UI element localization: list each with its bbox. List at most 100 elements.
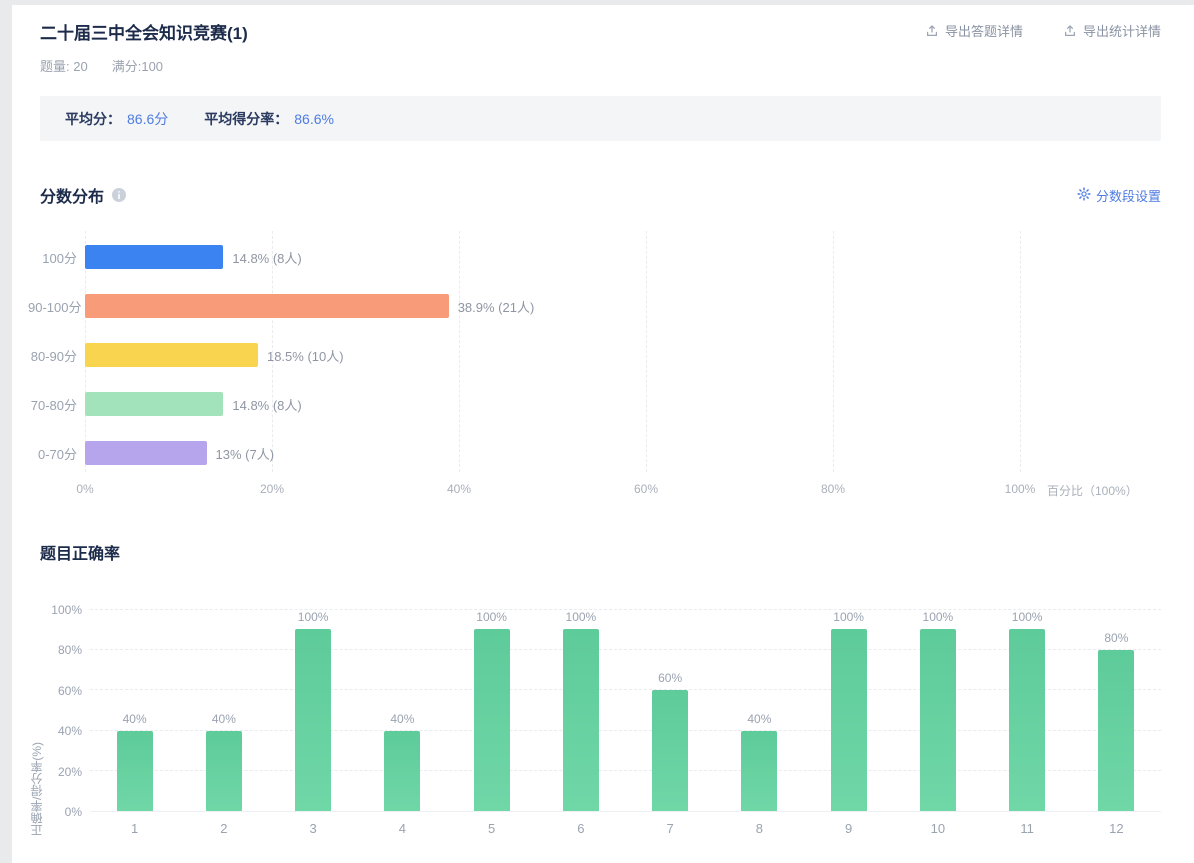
question-bar-value: 40% (211, 711, 236, 726)
export-stats-details-button[interactable]: 导出统计详情 (1063, 21, 1161, 40)
score-chart-body: 100分 14.8% (8人) 90-100分 38.9% (21人) 80-90分 18… (28, 231, 1161, 472)
score-bar-value: 14.8% (8人) (232, 250, 302, 266)
question-number-label: 12 (1109, 821, 1124, 836)
question-bar-slot: 100% (983, 610, 1072, 811)
question-bar-slot: 100% (536, 610, 625, 811)
grid-line (646, 231, 647, 472)
score-range-label: 80-90分 (30, 348, 77, 364)
score-range-row: 100分 14.8% (8人) (28, 245, 1161, 269)
header: 二十届三中全会知识竞赛(1) 导出答题详情 导出统计详情 (12, 5, 1194, 44)
grid-line (459, 231, 460, 472)
score-bar (85, 245, 224, 269)
question-bar (473, 629, 510, 811)
question-bar-value: 100% (297, 610, 329, 624)
question-bar-slot: 40% (90, 610, 179, 811)
question-bar-value: 40% (747, 711, 772, 726)
question-bar-slot: 40% (715, 610, 804, 811)
grid-line (90, 769, 1161, 771)
x-tick-label: 80% (820, 482, 846, 496)
question-number-label: 6 (577, 821, 585, 836)
question-bar (384, 730, 421, 811)
question-bar (741, 730, 778, 811)
score-range-row: 80-90分 18.5% (10人) (28, 343, 1161, 367)
question-bar-value: 100% (833, 610, 864, 624)
score-bar-track: 18.5% (10人) (85, 343, 1020, 367)
grid-line (90, 729, 1161, 731)
question-bar (562, 629, 599, 811)
question-bar (919, 629, 956, 811)
export-stats-details-label: 导出统计详情 (1082, 24, 1161, 39)
score-range-row: 90-100分 38.9% (21人) (28, 294, 1161, 318)
accuracy-chart-main: 40% 40% 100% 40% 100% 100% 60% 40% 100% 100% 100% 8… (90, 588, 1161, 836)
question-bar-value: 100% (565, 610, 597, 624)
question-bar-slot: 40% (358, 610, 447, 811)
question-number-label: 5 (488, 821, 496, 836)
score-distribution-title: 分数分布 (40, 183, 127, 207)
y-tick-label: 60% (57, 683, 82, 698)
score-bar-track: 14.8% (8人) (85, 245, 1020, 269)
question-bar-value: 40% (122, 711, 147, 726)
question-number-label: 4 (398, 821, 406, 836)
export-answer-details-label: 导出答题详情 (944, 24, 1023, 39)
score-bar-track: 13% (7人) (85, 441, 1020, 465)
grid-line (1020, 231, 1021, 472)
question-bar-slot: 100% (447, 610, 536, 811)
score-distribution-header: 分数分布 (40, 183, 1161, 207)
summary-strip: 平均分： 86.6分 平均得分率： 86.6% (40, 96, 1161, 141)
x-tick-label: 60% (633, 482, 659, 496)
y-tick-label: 100% (51, 603, 82, 617)
score-bar-track: 38.9% (21人) (85, 294, 1020, 318)
report-card: 二十届三中全会知识竞赛(1) 导出答题详情 导出统计详情 (12, 5, 1194, 863)
question-number-label: 2 (220, 821, 228, 836)
gear-icon (1077, 186, 1091, 204)
x-axis-title: 百分比（100%） (1047, 484, 1138, 498)
score-range-settings-label: 分数段设置 (1095, 188, 1161, 204)
score-range-label: 100分 (42, 250, 77, 266)
accuracy-yaxis-title-col: 正确率/得分率(%) (28, 588, 44, 836)
y-tick-label: 80% (57, 643, 82, 658)
y-axis-title: 正确率/得分率(%) (30, 742, 44, 836)
accuracy-chart-plot: 40% 40% 100% 40% 100% 100% 60% 40% 100% 100% 100% 8… (90, 609, 1161, 812)
score-bar-value: 14.8% (8人) (232, 397, 302, 413)
question-bar-value: 40% (390, 711, 415, 726)
question-bar-slot: 80% (1072, 610, 1161, 811)
y-tick-label: 20% (57, 764, 82, 779)
question-bar-value: 80% (1104, 631, 1129, 646)
score-range-label: 0-70分 (37, 446, 77, 462)
question-number-label: 8 (755, 821, 763, 836)
score-bar-value: 13% (7人) (215, 446, 275, 462)
score-range-label: 70-80分 (30, 397, 77, 413)
grid-line (272, 231, 273, 472)
question-bar (295, 629, 332, 811)
grid-line (90, 609, 1161, 610)
score-distribution-chart: 100分 14.8% (8人) 90-100分 38.9% (21人) 80-90分 18… (28, 231, 1161, 498)
question-bar-slot: 100% (893, 610, 982, 811)
quiz-meta: 题量: 20 满分:100 (12, 44, 1194, 75)
question-bar-value: 100% (1011, 610, 1043, 624)
score-bar-value: 38.9% (21人) (457, 299, 535, 315)
y-tick-label: 40% (57, 724, 82, 739)
accuracy-chart-xlabels: 1 2 3 4 5 6 7 8 9 10 11 12 (90, 821, 1161, 836)
grid-line (90, 689, 1161, 691)
score-range-settings-button[interactable]: 分数段设置 (1077, 186, 1161, 205)
score-range-row: 70-80分 14.8% (8人) (28, 392, 1161, 416)
x-tick-label: 100% (1004, 482, 1036, 496)
question-number-label: 3 (309, 821, 317, 836)
full-score: 满分:100 (111, 59, 164, 74)
question-bar (652, 690, 689, 811)
score-range-label: 90-100分 (28, 299, 82, 315)
question-bar-slot: 100% (804, 610, 893, 811)
x-tick-label: 40% (446, 482, 472, 496)
average-score: 平均分： 86.6分 (65, 110, 169, 127)
question-bar (116, 730, 153, 811)
grid-line (833, 231, 834, 472)
question-bar-slot: 40% (179, 610, 268, 811)
export-icon (925, 24, 939, 38)
info-icon[interactable] (112, 188, 127, 202)
question-bar (1009, 629, 1046, 811)
question-bar (830, 629, 867, 811)
average-score-rate: 平均得分率： 86.6% (204, 110, 334, 127)
export-answer-details-button[interactable]: 导出答题详情 (925, 21, 1023, 40)
score-chart-xaxis: 0% 20% 40% 60% 80% 100% 百分比（100%） (76, 482, 1137, 498)
export-icon (1063, 24, 1077, 38)
